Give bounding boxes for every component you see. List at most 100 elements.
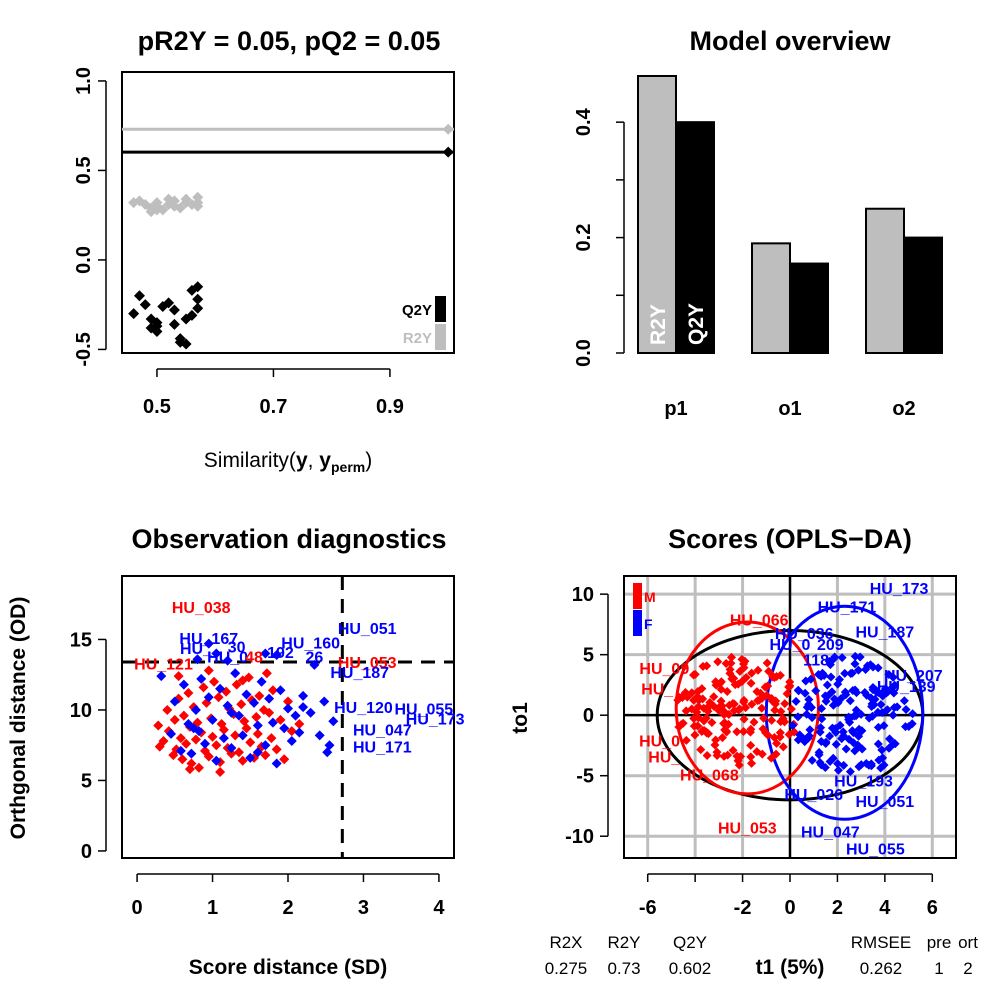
scores-plot-frame bbox=[623, 575, 957, 859]
point-m bbox=[246, 695, 257, 706]
score-point-m bbox=[768, 696, 778, 706]
scores-y-axis-label: to1 bbox=[509, 702, 532, 734]
point-f bbox=[309, 659, 320, 670]
point-f bbox=[175, 745, 186, 756]
x-tick-label: 2 bbox=[832, 897, 843, 919]
score-point-f bbox=[804, 694, 814, 704]
score-point-m bbox=[719, 710, 729, 720]
score-point-m bbox=[746, 678, 756, 688]
point-m bbox=[183, 688, 194, 699]
score-point-f bbox=[830, 694, 840, 704]
observation-label: HU_171 bbox=[353, 740, 412, 757]
score-point-m bbox=[727, 674, 737, 684]
observation-label: HU_121 bbox=[134, 656, 193, 673]
y-tick-label: 0.4 bbox=[573, 107, 595, 136]
score-point-f bbox=[831, 739, 841, 749]
score-point-m bbox=[735, 666, 745, 676]
score-point-m bbox=[698, 694, 708, 704]
legend-swatch-r2y bbox=[435, 324, 446, 350]
score-point-f bbox=[877, 745, 887, 755]
score-point-m bbox=[692, 707, 702, 717]
score-point-f bbox=[879, 721, 889, 731]
point-m bbox=[283, 696, 293, 707]
point-r2y bbox=[151, 197, 163, 209]
point-f bbox=[156, 671, 167, 682]
score-point-f bbox=[805, 725, 815, 735]
point-f bbox=[252, 747, 263, 758]
point-q2y bbox=[442, 146, 454, 158]
score-point-m bbox=[753, 696, 763, 706]
point-f bbox=[283, 703, 293, 714]
point-f bbox=[222, 655, 233, 666]
score-point-f bbox=[839, 731, 849, 741]
point-m bbox=[245, 737, 256, 748]
score-point-f bbox=[830, 652, 840, 662]
point-f bbox=[241, 689, 252, 700]
score-point-f bbox=[868, 685, 878, 695]
point-m bbox=[294, 719, 305, 730]
point-m bbox=[158, 735, 169, 746]
point-m bbox=[190, 734, 201, 745]
y-tick-label: -10 bbox=[565, 826, 594, 848]
point-m bbox=[153, 720, 164, 731]
point-m bbox=[254, 690, 265, 701]
score-point-f bbox=[853, 665, 863, 675]
score-point-m bbox=[722, 687, 732, 697]
score-point-f bbox=[907, 719, 917, 729]
point-m bbox=[279, 754, 290, 765]
score-label: HU_066 bbox=[730, 613, 789, 630]
score-point-m bbox=[734, 760, 744, 770]
score-point-f bbox=[884, 669, 894, 679]
point-f bbox=[233, 710, 244, 721]
xlabel-sep: , bbox=[308, 449, 320, 472]
observation-label: 192 bbox=[267, 645, 294, 662]
score-point-m bbox=[775, 728, 785, 738]
bar-p1-r2y bbox=[637, 75, 677, 354]
score-point-m bbox=[753, 665, 763, 675]
point-m bbox=[264, 707, 275, 718]
point-m bbox=[178, 710, 189, 721]
score-point-m bbox=[674, 722, 684, 732]
point-f bbox=[245, 752, 256, 763]
score-point-m bbox=[747, 668, 757, 678]
point-f bbox=[271, 649, 282, 660]
point-q2y bbox=[151, 326, 163, 338]
score-label: HU_051 bbox=[856, 794, 915, 811]
score-point-f bbox=[807, 755, 817, 765]
score-point-f bbox=[817, 714, 827, 724]
point-m bbox=[177, 754, 188, 765]
point-q2y bbox=[168, 318, 180, 330]
point-f bbox=[279, 723, 290, 734]
permutation-title: pR2Y = 0.05, pQ2 = 0.05 bbox=[138, 26, 441, 56]
point-m bbox=[266, 733, 277, 744]
score-point-m bbox=[770, 705, 780, 715]
score-point-f bbox=[864, 713, 874, 723]
y-tick-label: 0.2 bbox=[573, 224, 595, 252]
point-r2y bbox=[174, 202, 186, 214]
observation-label: HU_047 bbox=[353, 723, 412, 740]
observation-label: HU_038 bbox=[172, 600, 231, 617]
x-tick-label: 4 bbox=[879, 897, 891, 919]
score-label: HU_036 bbox=[775, 626, 834, 643]
score-point-m bbox=[711, 735, 721, 745]
score-point-m bbox=[739, 726, 749, 736]
point-f bbox=[298, 690, 309, 701]
score-label: HU_0 bbox=[639, 734, 680, 751]
score-point-m bbox=[757, 703, 767, 713]
score-label: HU_193 bbox=[834, 774, 893, 791]
point-m bbox=[260, 750, 271, 761]
point-q2y bbox=[192, 302, 204, 314]
point-f bbox=[294, 727, 305, 738]
score-point-m bbox=[699, 703, 709, 713]
y-tick-label: 0.0 bbox=[73, 246, 95, 274]
point-f bbox=[211, 648, 222, 659]
point-f bbox=[203, 692, 214, 703]
point-m bbox=[267, 685, 278, 696]
observation-label: HU_167 bbox=[179, 631, 238, 648]
score-point-f bbox=[831, 727, 841, 737]
score-point-f bbox=[802, 702, 812, 712]
score-point-m bbox=[728, 745, 738, 755]
score-label: HU_207 bbox=[884, 668, 943, 685]
score-point-f bbox=[826, 672, 836, 682]
